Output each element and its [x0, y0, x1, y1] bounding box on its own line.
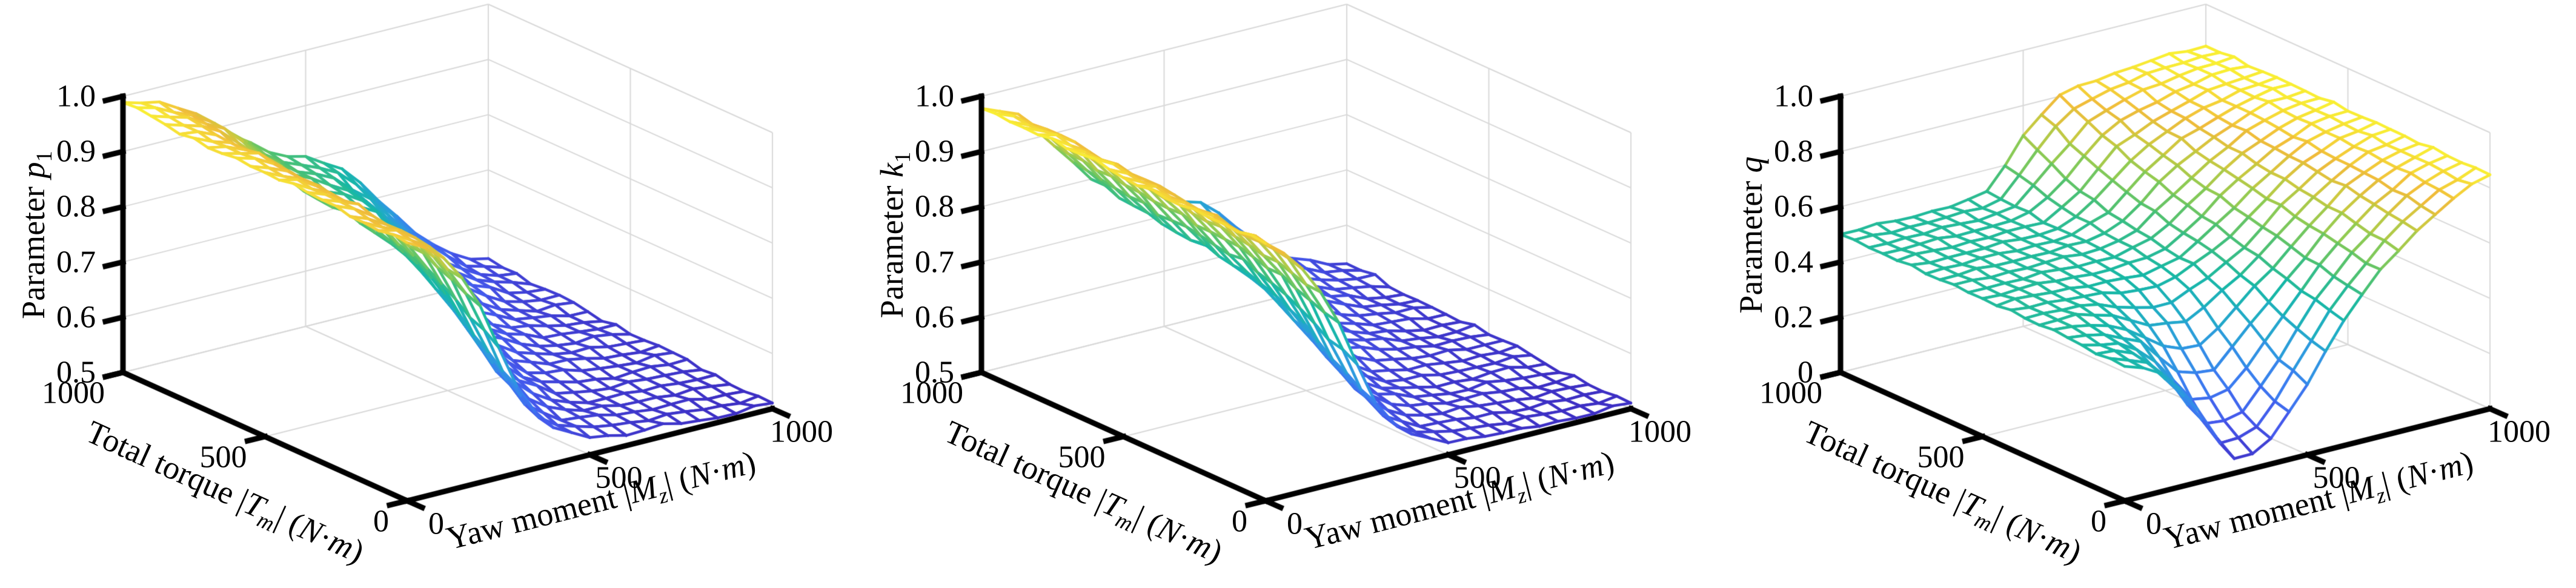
- z-tick-label: 0.4: [1774, 245, 1813, 280]
- z-tick-label: 0: [1798, 355, 1813, 390]
- z-tick-label: 0.8: [915, 189, 954, 224]
- axis-label-part: Parameter: [15, 178, 51, 319]
- z-tick-label: 1.0: [915, 79, 954, 114]
- y-tick-label: 0: [1232, 504, 1247, 539]
- x-tick-label: 0: [2146, 506, 2162, 541]
- x-tick-label: 1000: [1628, 414, 1691, 449]
- y-tick-label: 500: [199, 440, 247, 475]
- axis-label-part: 1: [31, 151, 56, 162]
- z-axis-label-p1: Parameter p1: [15, 151, 56, 319]
- x-tick-label: 0: [428, 506, 444, 541]
- z-axis-label-q: Parameter q: [1732, 156, 1770, 313]
- z-tick-label: 0.6: [915, 300, 954, 335]
- z-tick-label: 0.6: [56, 300, 96, 335]
- z-tick-label: 0.5: [56, 355, 96, 390]
- axis-label-part: Parameter: [874, 177, 910, 319]
- axis-label-part: q: [1733, 156, 1769, 173]
- z-tick-label: 1.0: [1774, 79, 1813, 114]
- x-tick-label: 500: [595, 460, 643, 495]
- y-tick-label: 1000: [42, 375, 105, 411]
- z-tick-label: 0.5: [915, 355, 954, 390]
- z-tick-label: 0.6: [1774, 189, 1813, 224]
- x-tick-label: 1000: [2488, 414, 2551, 449]
- y-tick-label: 500: [1058, 440, 1106, 475]
- y-tick-label: 1000: [1759, 375, 1822, 411]
- z-tick-label: 0.2: [1774, 300, 1813, 335]
- axis-label-part: 1: [889, 151, 915, 164]
- y-tick-label: 500: [1917, 440, 1965, 475]
- x-tick-label: 500: [2312, 460, 2360, 495]
- x-tick-label: 1000: [770, 414, 833, 449]
- z-axis-label-k1: Parameter k1: [873, 152, 915, 319]
- z-tick-label: 0.7: [56, 245, 96, 280]
- x-tick-label: 0: [1287, 506, 1303, 541]
- z-tick-label: 1.0: [56, 79, 96, 114]
- y-tick-label: 0: [2091, 504, 2106, 539]
- z-tick-label: 0.7: [915, 245, 954, 280]
- z-tick-label: 0.9: [56, 134, 96, 169]
- y-tick-label: 0: [373, 504, 389, 539]
- z-tick-label: 0.9: [915, 134, 954, 169]
- z-tick-label: 0.8: [56, 189, 96, 224]
- x-tick-label: 500: [1453, 460, 1501, 495]
- axis-label-part: Parameter: [1733, 173, 1769, 314]
- y-tick-label: 1000: [900, 375, 963, 411]
- z-tick-label: 0.8: [1774, 134, 1813, 169]
- axis-label-part: k: [874, 163, 910, 177]
- axis-label-part: p: [15, 162, 51, 179]
